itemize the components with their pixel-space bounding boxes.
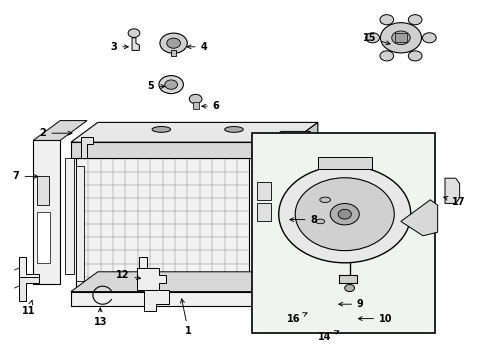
Text: 9: 9 — [338, 299, 363, 309]
Polygon shape — [71, 272, 317, 292]
Polygon shape — [290, 122, 317, 158]
Circle shape — [189, 94, 202, 104]
Ellipse shape — [152, 126, 170, 132]
Ellipse shape — [319, 197, 330, 202]
Circle shape — [407, 15, 421, 25]
Polygon shape — [137, 268, 166, 290]
Polygon shape — [132, 38, 139, 50]
Text: 10: 10 — [358, 314, 392, 324]
Ellipse shape — [315, 219, 324, 224]
Circle shape — [344, 284, 354, 292]
Polygon shape — [254, 151, 283, 304]
Polygon shape — [293, 272, 316, 301]
Polygon shape — [139, 257, 146, 270]
Text: 12: 12 — [116, 270, 140, 280]
Text: 1: 1 — [180, 299, 191, 336]
Polygon shape — [256, 203, 271, 221]
Polygon shape — [144, 290, 168, 311]
Polygon shape — [254, 131, 310, 151]
Text: 7: 7 — [13, 171, 38, 181]
Circle shape — [160, 33, 187, 53]
Ellipse shape — [224, 126, 243, 132]
Polygon shape — [19, 257, 39, 279]
Polygon shape — [33, 121, 87, 140]
Polygon shape — [338, 275, 356, 283]
Text: 6: 6 — [202, 101, 219, 111]
Polygon shape — [444, 178, 459, 203]
Circle shape — [278, 166, 410, 263]
Circle shape — [379, 15, 393, 25]
Circle shape — [311, 309, 328, 321]
Polygon shape — [33, 140, 60, 284]
Polygon shape — [76, 166, 83, 281]
Text: 8: 8 — [289, 215, 317, 225]
Text: 13: 13 — [93, 308, 107, 327]
Text: 16: 16 — [286, 313, 306, 324]
Circle shape — [295, 178, 393, 251]
Circle shape — [337, 209, 350, 219]
Bar — [251, 133, 434, 333]
Polygon shape — [37, 212, 50, 263]
Polygon shape — [283, 220, 293, 235]
Bar — [394, 33, 406, 42]
Polygon shape — [65, 158, 74, 274]
Polygon shape — [71, 122, 317, 142]
Polygon shape — [400, 200, 437, 236]
Text: 4: 4 — [187, 42, 207, 52]
Polygon shape — [192, 102, 198, 109]
Polygon shape — [171, 50, 176, 56]
Polygon shape — [256, 182, 271, 200]
Polygon shape — [19, 277, 39, 301]
Text: 2: 2 — [40, 128, 72, 138]
Polygon shape — [71, 142, 290, 158]
Polygon shape — [76, 158, 249, 290]
Text: 17: 17 — [443, 197, 465, 207]
Circle shape — [159, 76, 183, 94]
Circle shape — [166, 38, 180, 48]
Circle shape — [365, 33, 379, 43]
Text: 5: 5 — [147, 81, 164, 91]
Circle shape — [422, 33, 435, 43]
Circle shape — [329, 203, 359, 225]
Circle shape — [128, 29, 140, 37]
Polygon shape — [81, 137, 93, 158]
Polygon shape — [37, 176, 49, 205]
Text: 15: 15 — [362, 33, 389, 45]
Circle shape — [164, 80, 177, 89]
Text: 3: 3 — [110, 42, 128, 52]
Circle shape — [391, 31, 409, 45]
Text: 14: 14 — [318, 330, 338, 342]
Circle shape — [407, 51, 421, 61]
Polygon shape — [317, 157, 371, 170]
Circle shape — [379, 51, 393, 61]
Text: 11: 11 — [21, 301, 35, 316]
Circle shape — [380, 23, 421, 53]
Polygon shape — [98, 272, 317, 286]
Polygon shape — [71, 292, 290, 306]
